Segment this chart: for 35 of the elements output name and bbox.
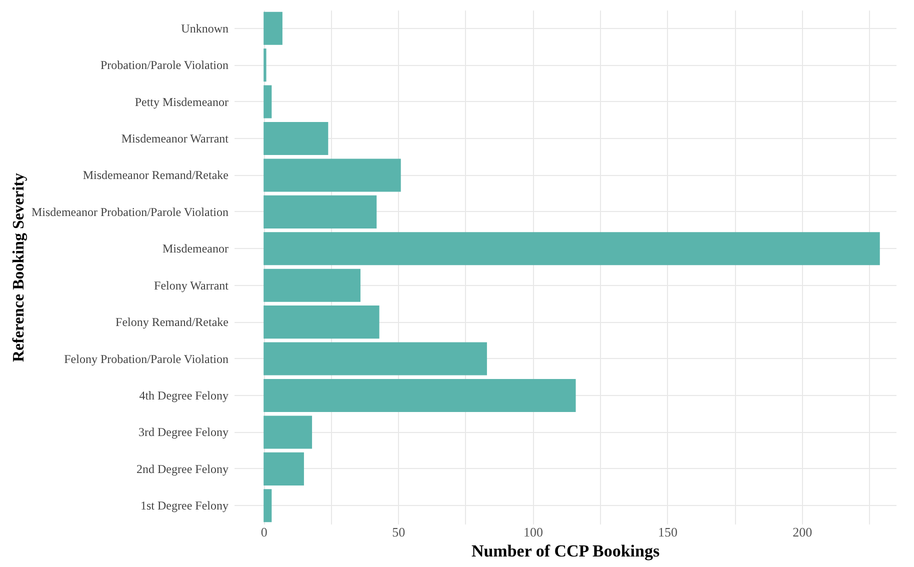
y-tick-label: 3rd Degree Felony bbox=[138, 425, 228, 440]
x-tick-label: 100 bbox=[523, 524, 543, 540]
bar bbox=[264, 489, 272, 522]
bar bbox=[264, 268, 360, 302]
y-tick-label: Probation/Parole Violation bbox=[100, 58, 228, 72]
x-tick-label: 50 bbox=[392, 524, 406, 540]
bar bbox=[264, 378, 576, 412]
y-axis-title: Reference Booking Severity bbox=[10, 173, 28, 362]
bar bbox=[264, 452, 304, 486]
bar bbox=[264, 232, 880, 266]
bar bbox=[264, 85, 272, 118]
y-tick-label: 4th Degree Felony bbox=[139, 388, 228, 402]
x-tick-label: 0 bbox=[260, 524, 268, 540]
y-tick-label: 2nd Degree Felony bbox=[136, 462, 228, 476]
bar bbox=[264, 12, 282, 45]
bar bbox=[264, 122, 328, 156]
y-tick-label: Misdemeanor Remand/Retake bbox=[82, 168, 228, 182]
bar bbox=[264, 48, 266, 82]
bar bbox=[264, 342, 487, 376]
y-tick-label: Misdemeanor Probation/Parole Violation bbox=[31, 204, 228, 219]
y-tick-label: Misdemeanor bbox=[162, 242, 228, 256]
y-tick-label: 1st Degree Felony bbox=[140, 498, 228, 513]
bar bbox=[264, 158, 401, 192]
y-tick-label: Felony Remand/Retake bbox=[116, 315, 228, 330]
x-axis-title: Number of CCP Bookings bbox=[471, 542, 660, 560]
y-tick-label: Petty Misdemeanor bbox=[134, 94, 228, 109]
x-tick-label: 200 bbox=[792, 524, 812, 540]
y-tick-label: Misdemeanor Warrant bbox=[121, 132, 230, 146]
x-tick-label: 150 bbox=[658, 524, 678, 540]
y-tick-label: Unknown bbox=[181, 21, 228, 36]
bar bbox=[264, 195, 377, 228]
y-tick-label: Felony Warrant bbox=[154, 278, 230, 292]
y-tick-label: Felony Probation/Parole Violation bbox=[64, 352, 228, 366]
bar bbox=[264, 416, 312, 449]
bar bbox=[264, 306, 380, 339]
